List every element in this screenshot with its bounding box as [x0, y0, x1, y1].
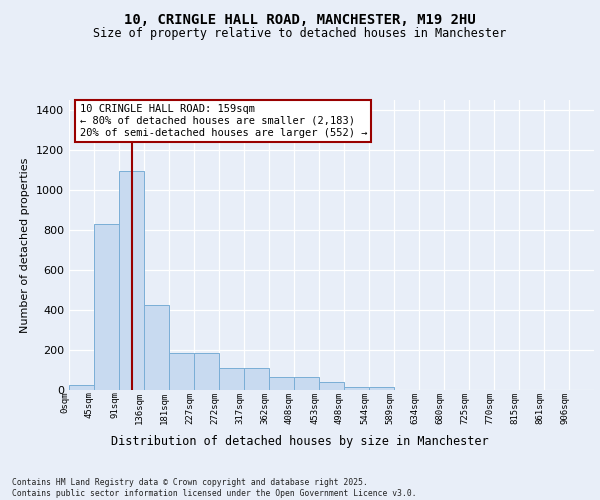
Text: 10, CRINGLE HALL ROAD, MANCHESTER, M19 2HU: 10, CRINGLE HALL ROAD, MANCHESTER, M19 2… — [124, 12, 476, 26]
Bar — [294, 377, 319, 390]
Bar — [69, 385, 94, 390]
Text: Size of property relative to detached houses in Manchester: Size of property relative to detached ho… — [94, 28, 506, 40]
Text: 10 CRINGLE HALL ROAD: 159sqm
← 80% of detached houses are smaller (2,183)
20% of: 10 CRINGLE HALL ROAD: 159sqm ← 80% of de… — [79, 104, 367, 138]
Bar — [369, 387, 394, 390]
Y-axis label: Number of detached properties: Number of detached properties — [20, 158, 31, 332]
Bar — [144, 305, 169, 390]
Bar — [119, 171, 144, 390]
Bar — [319, 382, 344, 390]
Bar — [194, 353, 219, 390]
Bar — [219, 368, 244, 390]
Bar — [169, 353, 194, 390]
Bar — [94, 224, 119, 390]
Bar — [269, 377, 294, 390]
Text: Contains HM Land Registry data © Crown copyright and database right 2025.
Contai: Contains HM Land Registry data © Crown c… — [12, 478, 416, 498]
Text: Distribution of detached houses by size in Manchester: Distribution of detached houses by size … — [111, 435, 489, 448]
Bar — [244, 368, 269, 390]
Bar — [344, 387, 369, 390]
